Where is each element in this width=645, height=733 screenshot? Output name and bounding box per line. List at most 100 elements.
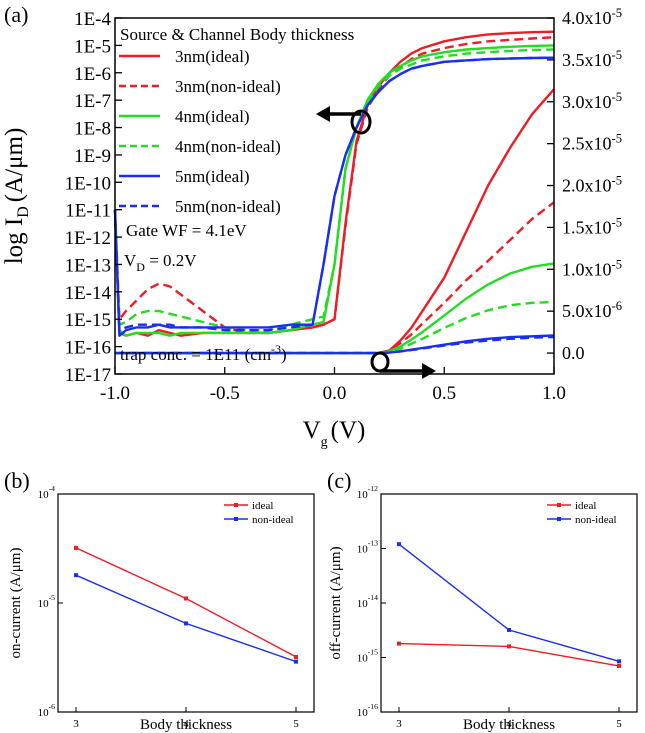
data-point-non-ideal [184, 621, 188, 626]
x-tick-label: -0.5 [210, 383, 240, 404]
panel-c-ticks: 10-12 10-13 10-14 10-15 10-16 3 4 5 [357, 484, 623, 730]
y-tick-label-left: 1E-16 [65, 338, 111, 359]
y-tick-label: 10-5 [38, 593, 56, 610]
panel-c-legend: ideal non-ideal [547, 500, 617, 526]
y-tick-label-right: 3.5x10-5 [562, 48, 622, 70]
x-tick-label: 0.0 [323, 383, 347, 404]
y-tick-label-left: 1E-15 [65, 310, 111, 331]
x-tick-label: 4 [506, 718, 512, 730]
y-tick-label-left: 1E-12 [65, 228, 111, 249]
y-tick-label-right: 5.0x10-6 [562, 299, 622, 321]
y-tick-label-left: 1E-9 [74, 146, 111, 167]
y-tick-label-right: 3.0x10-5 [562, 90, 622, 112]
series-non-ideal [398, 543, 620, 662]
panel-c-label: (c) [327, 468, 351, 493]
panel-b-label: (b) [4, 468, 30, 493]
x-tick-label: 4 [183, 718, 189, 730]
y-tick-label-left: 1E-10 [65, 173, 111, 194]
panel-b-legend: ideal non-ideal [224, 500, 294, 526]
legend-entry: ideal [575, 500, 596, 512]
y-tick-label-left: 1E-11 [65, 201, 111, 222]
data-point-ideal [74, 545, 78, 550]
y-tick-label-right: 2.5x10-5 [562, 132, 622, 154]
y-tick-label: 10-16 [357, 702, 378, 719]
y-tick-label-right: 1.5x10-5 [562, 215, 622, 237]
x-tick-label: 3 [396, 718, 402, 730]
y-tick-label: 10-13 [357, 539, 378, 556]
panel-a-ylabel: log ID(A/μm) [1, 128, 32, 265]
series-log-4nm(non-ideal) [113, 48, 555, 332]
legend-marker [557, 517, 561, 521]
panel-c-curves [397, 542, 621, 668]
y-tick-label-left: 1E-8 [74, 119, 111, 140]
legend-entry: 4nm(ideal) [175, 107, 250, 126]
y-tick-label-left: 1E-14 [65, 283, 112, 304]
panel-c-frame [380, 493, 638, 713]
y-tick-label-right: 2.0x10-5 [562, 174, 622, 196]
y-tick-label: 10-12 [357, 484, 378, 501]
legend-entry: non-ideal [575, 514, 617, 526]
legend-entry: 3nm(non-ideal) [175, 77, 281, 96]
panel-b-curves [74, 545, 298, 664]
y-tick-label: 10-15 [357, 648, 378, 665]
data-point-ideal [507, 644, 511, 649]
series-log-3nm(non-ideal) [113, 36, 555, 335]
data-point-non-ideal [617, 659, 621, 664]
panel-b-ylabel: on-current (A/μm) [8, 548, 24, 659]
data-point-ideal [617, 663, 621, 668]
panel-b-frame [57, 493, 315, 713]
panel-b-ticks: 10-4 10-5 10-6 3 4 5 [38, 484, 300, 730]
legend-marker [234, 517, 238, 521]
panel-a-curves [113, 30, 555, 355]
data-point-ideal [184, 596, 188, 601]
panel-a-label: (a) [4, 2, 28, 27]
annotation-gate-wf: Gate WF = 4.1eV [126, 221, 247, 240]
left-axis-marker-circle [350, 109, 372, 135]
panel-c-xlabel: Body thickness [463, 717, 555, 733]
series-log-5nm(non-ideal) [113, 56, 555, 332]
x-tick-label: 5 [293, 718, 299, 730]
panel-a-ticks: 1E-4 1E-5 1E-6 1E-7 1E-8 1E-9 1E-10 1E-11 1E-12 1… [65, 6, 622, 404]
data-point-ideal [294, 654, 298, 659]
series-ideal [75, 547, 297, 658]
y-tick-label: 10-6 [38, 702, 56, 719]
legend-entry: ideal [252, 500, 273, 512]
y-tick-label: 10-4 [38, 484, 56, 501]
series-non-ideal [75, 574, 297, 663]
data-point-non-ideal [507, 627, 511, 632]
y-tick-label-left: 1E-13 [65, 255, 111, 276]
panel-a: (a) 1E-41E-51E-61E-71E-81E-91E-101E-111E… [1, 2, 622, 450]
data-point-non-ideal [397, 542, 401, 547]
data-point-non-ideal [294, 659, 298, 664]
panel-c-ylabel: off-current (A/μm) [328, 546, 344, 659]
legend-marker [234, 503, 238, 507]
y-tick-label-left: 1E-7 [74, 91, 111, 112]
series-log-3nm(ideal) [113, 30, 555, 337]
series-linear-5nm(non-ideal) [115, 335, 555, 355]
x-tick-label: 1.0 [542, 383, 566, 404]
x-tick-label: 3 [73, 718, 79, 730]
y-tick-label-left: 1E-17 [65, 365, 111, 386]
legend-entry: 5nm(ideal) [175, 167, 250, 186]
y-tick-label-left: 1E-5 [74, 36, 111, 57]
legend-entry: non-ideal [252, 514, 294, 526]
legend-marker [557, 503, 561, 507]
right-axis-marker-circle [370, 351, 390, 373]
y-tick-label: 10-14 [357, 593, 378, 610]
data-point-non-ideal [74, 573, 78, 578]
y-tick-label-right: 0.0 [562, 343, 585, 363]
y-tick-label-right: 4.0x10-5 [562, 6, 622, 28]
legend-entry: 4nm(non-ideal) [175, 137, 281, 156]
legend-entry: 3nm(ideal) [175, 47, 250, 66]
data-point-ideal [397, 641, 401, 646]
panel-a-xlabel: Vg (V) [303, 417, 366, 450]
annotation-trap-conc: trap conc. = 1E11 (cm-3) [120, 342, 287, 364]
x-tick-label: 0.5 [432, 383, 456, 404]
x-tick-label: 5 [616, 718, 622, 730]
y-tick-label-left: 1E-4 [74, 9, 111, 30]
legend-entry: 5nm(non-ideal) [175, 197, 281, 216]
right-axis-arrowhead [422, 363, 436, 379]
y-tick-label-left: 1E-6 [74, 64, 111, 85]
x-tick-label: -1.0 [100, 383, 130, 404]
